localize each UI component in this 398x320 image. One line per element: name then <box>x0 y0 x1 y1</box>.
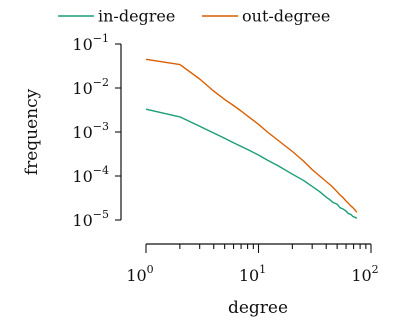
legend-item-in-degree: in-degree <box>58 7 175 26</box>
legend-item-out-degree: out-degree <box>202 7 330 26</box>
legend-label: in-degree <box>98 7 175 26</box>
series-line-out-degree <box>145 58 358 213</box>
series-line-in-degree <box>145 108 358 219</box>
legend: in-degree out-degree <box>58 7 330 26</box>
plot-area <box>145 58 358 219</box>
y-tick-label: 10−2 <box>72 76 109 98</box>
y-axis: 10−1 10−2 10−3 10−4 10−5 <box>72 32 122 230</box>
x-tick-label: 100 <box>126 263 153 285</box>
legend-label: out-degree <box>242 7 330 26</box>
y-tick-label: 10−5 <box>72 208 109 230</box>
y-tick-label: 10−1 <box>72 32 109 54</box>
y-tick-label: 10−4 <box>72 164 109 186</box>
y-tick-label: 10−3 <box>72 120 109 142</box>
y-axis-label: frequency <box>22 88 42 175</box>
x-axis-label: degree <box>228 298 288 318</box>
x-axis: 100 101 102 <box>126 243 379 285</box>
x-tick-label: 102 <box>351 263 378 285</box>
x-tick-label: 101 <box>239 263 266 285</box>
